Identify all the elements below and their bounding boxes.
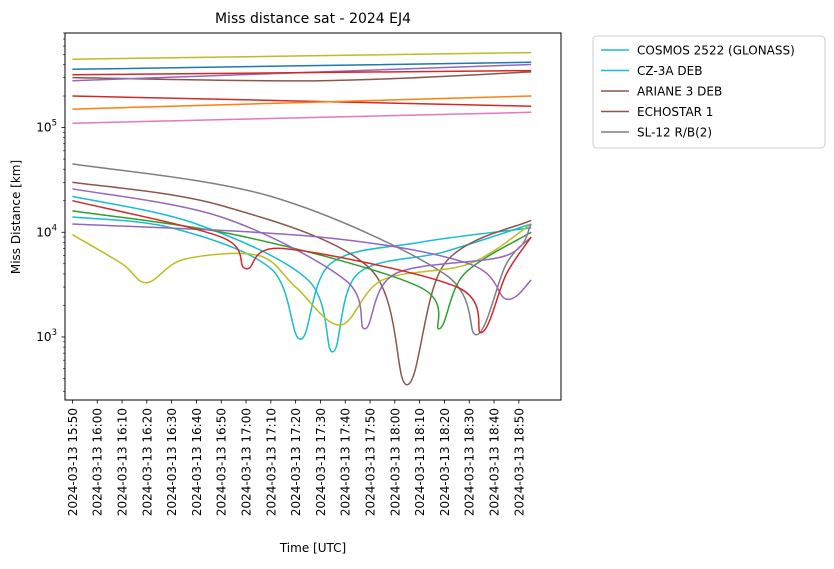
x-tick-label: 2024-03-13 18:10: [413, 408, 427, 516]
y-tick-label: 103: [36, 328, 57, 344]
x-tick-label: 2024-03-13 17:30: [314, 408, 328, 516]
x-tick-label: 2024-03-13 16:30: [165, 408, 179, 516]
x-tick-label: 2024-03-13 16:20: [140, 408, 154, 516]
series-line: [72, 163, 532, 336]
series-line: [72, 223, 532, 326]
legend-label: ARIANE 3 DEB: [637, 85, 722, 99]
x-tick-label: 2024-03-13 18:40: [488, 408, 502, 516]
series-line: [72, 210, 532, 330]
x-tick-label: 2024-03-13 18:30: [463, 408, 477, 516]
x-tick-label: 2024-03-13 16:40: [190, 408, 204, 516]
plot-frame: [64, 32, 562, 401]
series-line: [72, 181, 532, 386]
x-axis-label: Time [UTC]: [279, 541, 346, 555]
x-tick-label: 2024-03-13 18:00: [388, 408, 402, 516]
legend-label: SL-12 R/B(2): [637, 126, 712, 140]
legend-label: ECHOSTAR 1: [637, 105, 713, 119]
series-line: [72, 51, 532, 60]
series-line: [72, 111, 532, 124]
y-tick-label: 105: [36, 119, 57, 135]
x-tick-label: 2024-03-13 16:10: [116, 408, 130, 516]
chart-title: Miss distance sat - 2024 EJ4: [215, 11, 411, 27]
plot-area: [64, 32, 562, 401]
series-line: [72, 188, 532, 330]
x-tick-label: 2024-03-13 17:40: [339, 408, 353, 516]
legend-frame: [592, 35, 826, 149]
y-axis-label: Miss Distance [km]: [9, 160, 23, 274]
series-layer: [72, 51, 532, 386]
x-axis: 2024-03-13 15:50 2024-03-13 16:00 2024-03-…: [66, 400, 526, 516]
x-tick-label: 2024-03-13 18:50: [512, 408, 526, 516]
series-line: [72, 223, 532, 300]
series-line: [72, 199, 532, 334]
y-axis: 103 104 105: [36, 32, 65, 393]
series-line: [72, 61, 532, 71]
x-tick-label: 2024-03-13 17:00: [240, 408, 254, 516]
legend: COSMOS 2522 (GLONASS) CZ-3A DEB ARIANE 3 D…: [592, 35, 826, 149]
legend-label: CZ-3A DEB: [637, 64, 702, 78]
x-tick-label: 2024-03-13 16:00: [91, 408, 105, 516]
series-line: [72, 95, 532, 107]
series-line: [72, 195, 532, 353]
x-tick-label: 2024-03-13 18:20: [438, 408, 452, 516]
legend-label: COSMOS 2522 (GLONASS): [637, 44, 795, 58]
y-tick-label: 104: [36, 223, 57, 239]
series-line: [72, 69, 532, 76]
x-tick-label: 2024-03-13 16:50: [215, 408, 229, 516]
x-tick-label: 2024-03-13 17:20: [289, 408, 303, 516]
x-tick-label: 2024-03-13 15:50: [66, 408, 80, 516]
x-tick-label: 2024-03-13 17:10: [264, 408, 278, 516]
series-line: [72, 95, 532, 110]
x-tick-label: 2024-03-13 17:50: [364, 408, 378, 516]
